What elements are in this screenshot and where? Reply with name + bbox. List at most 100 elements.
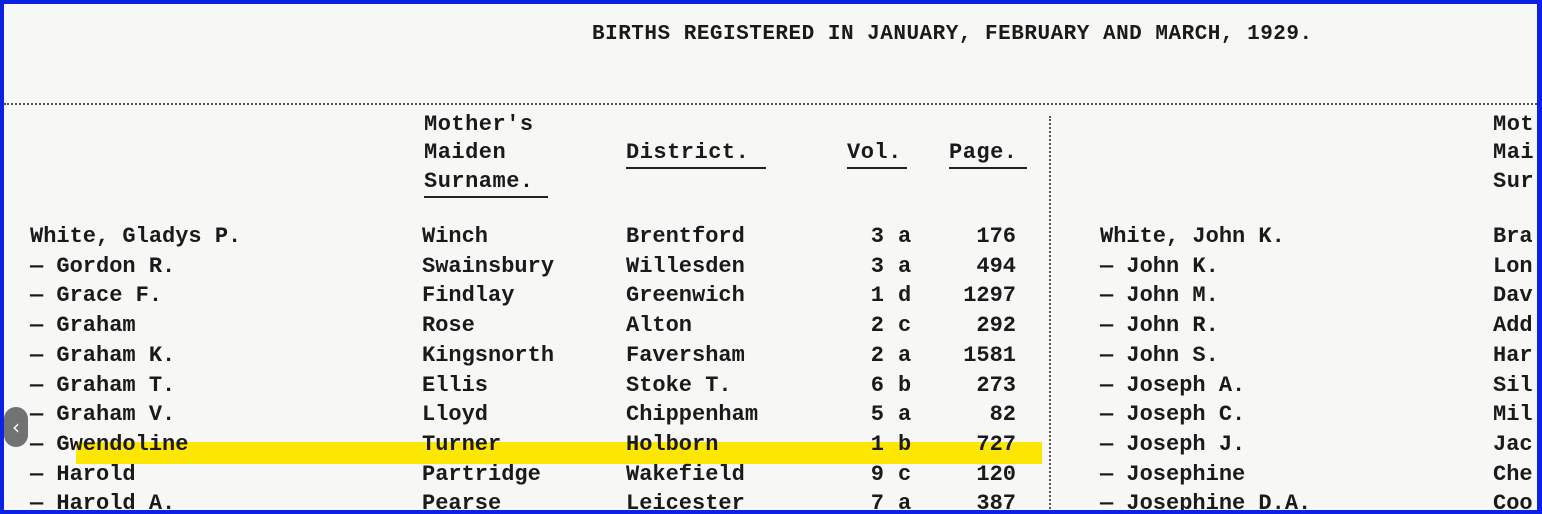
header-district: District. <box>626 140 750 165</box>
header-right-maiden-2: Mai <box>1493 140 1535 165</box>
cell-sub: c <box>898 313 912 339</box>
chevron-left-icon: ‹ <box>12 415 20 439</box>
table-row: — Graham Rose Alton 2 c 292 — John R. Add <box>4 313 1537 343</box>
table-row: — Graham T. Ellis Stoke T. 6 b 273 — Joseph A.… <box>4 373 1537 403</box>
right-cell-maiden: Add <box>1493 313 1533 339</box>
right-cell-maiden: Che <box>1493 461 1533 487</box>
cell-name: — Graham V. <box>30 402 176 428</box>
cell-page: 82 <box>989 402 1016 428</box>
cell-maiden: Swainsbury <box>422 253 555 279</box>
cell-name: — Grace F. <box>30 283 163 309</box>
header-underline <box>626 167 766 169</box>
header-maiden-1: Mother's <box>424 112 534 137</box>
cell-district: Brentford <box>626 224 745 249</box>
cell-name: — Gwendoline <box>30 431 189 457</box>
cell-sub: c <box>898 461 912 487</box>
cell-vol: 6 <box>870 372 884 398</box>
right-cell-name: — John R. <box>1100 313 1219 339</box>
cell-page: 1581 <box>963 342 1016 368</box>
cell-maiden: Rose <box>422 313 475 339</box>
cell-name: — Harold A. <box>30 491 176 510</box>
cell-page: 494 <box>976 253 1016 279</box>
table-row: White, Gladys P. Winch Brentford 3 a 176 White… <box>4 224 1537 254</box>
header-maiden-2: Maiden <box>424 140 507 165</box>
right-cell-maiden: Bra <box>1493 224 1533 249</box>
right-cell-maiden: Lon <box>1493 253 1533 279</box>
cell-district: Greenwich <box>626 283 745 309</box>
cell-name: — Graham K. <box>30 342 176 368</box>
column-divider <box>1049 116 1051 510</box>
cell-sub: d <box>898 283 912 309</box>
cell-page: 727 <box>976 431 1016 457</box>
previous-page-button[interactable]: ‹ <box>4 407 28 447</box>
cell-vol: 9 <box>870 461 884 487</box>
table-row: — Gordon R. Swainsbury Willesden 3 a 494 — Joh… <box>4 254 1537 284</box>
right-cell-name: — Josephine D.A. <box>1100 491 1312 510</box>
cell-sub: a <box>898 224 912 249</box>
cell-sub: a <box>898 253 912 279</box>
cell-maiden: Kingsnorth <box>422 342 555 368</box>
cell-name: — Graham T. <box>30 372 176 398</box>
right-cell-name: — Joseph J. <box>1100 431 1246 457</box>
cell-district: Faversham <box>626 342 745 368</box>
right-cell-name: — Joseph A. <box>1100 372 1246 398</box>
header-page: Page. <box>949 140 1018 165</box>
right-cell-name: — Joseph C. <box>1100 402 1246 428</box>
cell-maiden: Findlay <box>422 283 515 309</box>
right-cell-maiden: Coo <box>1493 491 1533 510</box>
right-cell-name: — John K. <box>1100 253 1219 279</box>
cell-page: 1297 <box>963 283 1016 309</box>
cell-district: Holborn <box>626 431 719 457</box>
cell-sub: a <box>898 402 912 428</box>
cell-vol: 3 <box>870 253 884 279</box>
cell-vol: 2 <box>870 342 884 368</box>
right-cell-maiden: Har <box>1493 342 1533 368</box>
cell-page: 120 <box>976 461 1016 487</box>
right-cell-name: — John S. <box>1100 342 1219 368</box>
cell-sub: a <box>898 491 912 510</box>
cell-vol: 7 <box>870 491 884 510</box>
cell-maiden: Partridge <box>422 461 541 487</box>
cell-vol: 2 <box>870 313 884 339</box>
table-row: — Gwendoline Turner Holborn 1 b 727 — Joseph J… <box>4 432 1537 462</box>
cell-maiden: Lloyd <box>422 402 489 428</box>
cell-vol: 3 <box>870 224 884 249</box>
right-cell-maiden: Mil <box>1493 402 1533 428</box>
header-right-maiden-3: Sur <box>1493 169 1535 194</box>
header-vol: Vol. <box>847 140 902 165</box>
document-scan: BIRTHS REGISTERED IN JANUARY, FEBRUARY A… <box>4 4 1537 510</box>
cell-maiden: Pearse <box>422 491 502 510</box>
right-cell-maiden: Jac <box>1493 431 1533 457</box>
cell-district: Willesden <box>626 253 745 279</box>
cell-district: Alton <box>626 313 693 339</box>
cell-name: — Graham <box>30 313 136 339</box>
cell-district: Wakefield <box>626 461 745 487</box>
right-cell-name: — John M. <box>1100 283 1219 309</box>
cell-vol: 1 <box>870 431 884 457</box>
cell-name: White, Gladys P. <box>30 224 242 249</box>
cell-name: — Harold <box>30 461 136 487</box>
table-row: — Graham K. Kingsnorth Faversham 2 a 1581 — Jo… <box>4 343 1537 373</box>
header-right-maiden-1: Mot <box>1493 112 1535 137</box>
cell-page: 273 <box>976 372 1016 398</box>
right-cell-name: White, John K. <box>1100 224 1285 249</box>
cell-page: 176 <box>976 224 1016 249</box>
cell-page: 292 <box>976 313 1016 339</box>
header-maiden-3: Surname. <box>424 169 534 194</box>
header-divider <box>4 103 1537 105</box>
table-row: — Harold A. Pearse Leicester 7 a 387 — Josephi… <box>4 491 1537 510</box>
cell-vol: 5 <box>870 402 884 428</box>
right-cell-maiden: Sil <box>1493 372 1533 398</box>
highlighted-record <box>76 442 1042 464</box>
cell-sub: b <box>898 431 912 457</box>
cell-page: 387 <box>976 491 1016 510</box>
cell-maiden: Ellis <box>422 372 489 398</box>
right-cell-maiden: Dav <box>1493 283 1533 309</box>
cell-maiden: Winch <box>422 224 489 249</box>
table-row: — Harold Partridge Wakefield 9 c 120 — Josephi… <box>4 462 1537 492</box>
right-cell-name: — Josephine <box>1100 461 1246 487</box>
cell-sub: b <box>898 372 912 398</box>
cell-district: Chippenham <box>626 402 759 428</box>
cell-sub: a <box>898 342 912 368</box>
page-title: BIRTHS REGISTERED IN JANUARY, FEBRUARY A… <box>592 23 1313 46</box>
